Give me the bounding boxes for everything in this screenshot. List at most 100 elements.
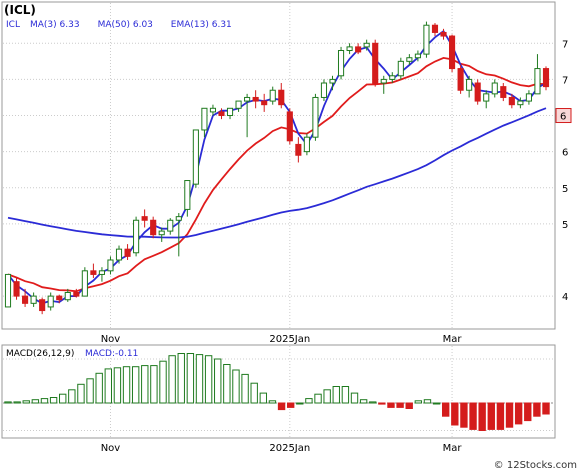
macd-bar — [432, 402, 441, 405]
candle-body — [235, 100, 242, 109]
macd-bar — [122, 366, 131, 404]
macd-bar — [68, 389, 76, 404]
macd-bar — [323, 389, 331, 404]
y-tick-label: 7 — [562, 75, 568, 86]
macd-bar — [49, 397, 58, 404]
legend-symbol: ICL — [6, 20, 20, 30]
macd-bar — [77, 383, 85, 404]
macd-bar — [113, 367, 122, 404]
candle-body — [98, 270, 105, 275]
candle-body — [30, 295, 37, 304]
candle-body — [423, 24, 430, 55]
macd-bar — [59, 393, 67, 404]
candle-body — [47, 295, 54, 308]
candle-body — [449, 35, 456, 70]
candle-body — [431, 24, 439, 33]
macd-bar — [40, 398, 49, 404]
macd-bar — [4, 401, 12, 404]
macd-x-axis: Nov2025JanMarMayJulSep — [101, 443, 463, 454]
candle-body — [167, 219, 174, 232]
candle-body — [363, 42, 370, 48]
current-price-label: 6 — [560, 112, 566, 123]
macd-bar — [22, 400, 30, 404]
macd-bar — [314, 393, 322, 404]
candle-body — [474, 82, 481, 102]
macd-bar — [387, 402, 395, 408]
macd-bar — [177, 353, 185, 404]
macd-bar — [104, 368, 112, 404]
macd-bar — [478, 402, 486, 431]
macd-bar — [159, 360, 167, 404]
candle-body — [329, 78, 336, 84]
candle-body — [218, 111, 225, 117]
macd-bar — [141, 365, 149, 404]
macd-x-tick-label: Nov — [101, 443, 121, 454]
candle-body — [56, 295, 63, 301]
candle-body — [414, 53, 421, 59]
x-tick-label: Mar — [443, 334, 463, 345]
y-tick-label: 6 — [562, 148, 568, 159]
macd-bar — [131, 366, 140, 404]
macd-bar — [13, 401, 21, 404]
candle-body — [278, 89, 285, 106]
candle-body — [517, 100, 524, 106]
candle-body — [22, 295, 29, 304]
ema13-line — [7, 56, 547, 293]
candle-body — [124, 248, 131, 257]
y-tick-label: 7 — [562, 39, 568, 50]
candle-body — [13, 281, 20, 297]
macd-title: MACD(26,12,9) — [6, 349, 74, 359]
macd-bar — [86, 378, 94, 404]
candle-body — [380, 78, 387, 84]
macd-bar — [241, 373, 249, 404]
macd-bar — [95, 372, 103, 404]
macd-bar — [350, 392, 359, 404]
macd-bar — [414, 400, 423, 404]
candle-body — [90, 270, 97, 275]
candle-body — [209, 107, 217, 113]
candle-body — [261, 100, 268, 106]
candle-body — [525, 93, 532, 102]
candle-body — [500, 86, 507, 98]
macd-bar — [369, 401, 377, 404]
candle-body — [542, 68, 550, 88]
macd-bar — [542, 402, 550, 415]
macd-bar — [296, 402, 304, 405]
macd-x-tick-label: 2025Jan — [269, 443, 310, 454]
candle-body — [337, 50, 345, 77]
y-tick-label: 5 — [562, 184, 568, 195]
macd-bar — [268, 400, 277, 404]
macd-bar — [378, 402, 386, 405]
candle-body — [440, 31, 447, 37]
candle-body — [457, 68, 464, 91]
macd-bar — [533, 402, 541, 417]
candle-body — [346, 46, 353, 52]
macd-bar — [487, 402, 495, 430]
candle-body — [466, 78, 473, 91]
candle-body — [39, 299, 46, 312]
candle-body — [226, 107, 234, 117]
x-tick-label: 2025Jan — [269, 334, 310, 345]
macd-bar — [496, 402, 505, 430]
candle-body — [312, 96, 319, 138]
macd-bar — [204, 355, 213, 404]
macd-bar — [186, 353, 195, 404]
macd-bar — [514, 402, 523, 425]
macd-bar — [286, 402, 295, 408]
macd-bar — [469, 402, 477, 430]
macd-bar — [250, 382, 258, 404]
legend-item: MA(50) 6.03 — [98, 20, 153, 30]
candle-body — [115, 248, 123, 261]
candle-body — [286, 111, 293, 142]
footer-watermark: © 12Stocks.com — [494, 460, 577, 471]
macd-bar — [451, 402, 459, 426]
candle-body — [303, 136, 310, 153]
candle-body — [508, 96, 515, 106]
macd-bar — [405, 402, 413, 409]
candle-body — [4, 273, 12, 308]
candle-body — [141, 216, 148, 221]
candle-body — [73, 291, 80, 297]
candle-body — [320, 82, 328, 98]
